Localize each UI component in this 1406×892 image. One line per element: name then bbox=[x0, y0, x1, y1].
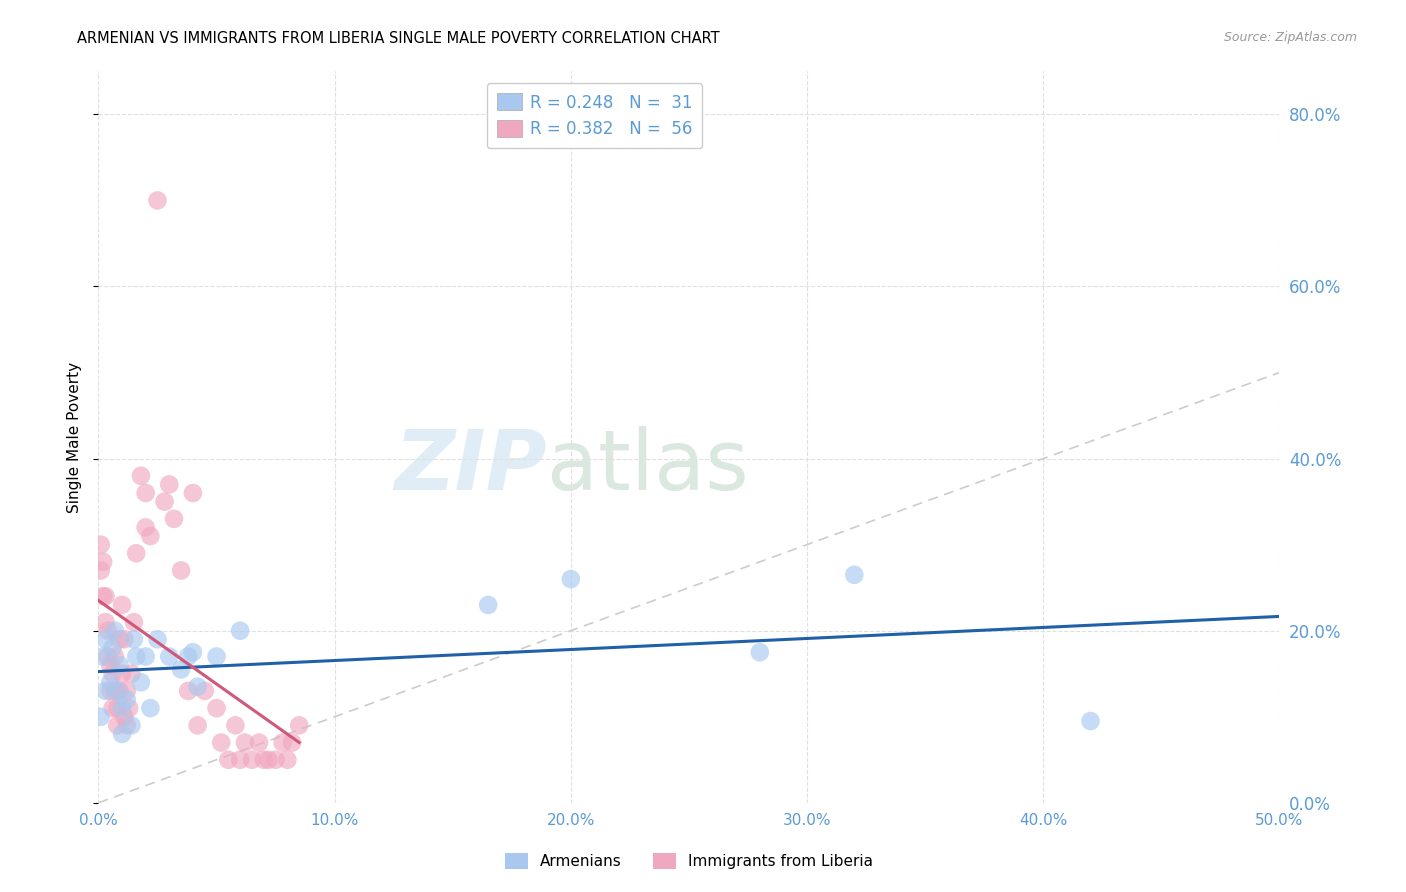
Text: ZIP: ZIP bbox=[395, 425, 547, 507]
Point bbox=[748, 645, 770, 659]
Point bbox=[94, 615, 117, 629]
Point bbox=[181, 645, 204, 659]
Point bbox=[153, 494, 176, 508]
Y-axis label: Single Male Poverty: Single Male Poverty bbox=[67, 361, 83, 513]
Point bbox=[112, 710, 135, 724]
Point bbox=[98, 675, 121, 690]
Point bbox=[97, 649, 120, 664]
Point bbox=[94, 632, 117, 647]
Point bbox=[108, 632, 131, 647]
Point bbox=[129, 675, 152, 690]
Point bbox=[105, 684, 128, 698]
Point bbox=[163, 512, 186, 526]
Point bbox=[112, 632, 135, 647]
Point bbox=[122, 632, 145, 647]
Point bbox=[170, 564, 193, 578]
Text: ARMENIAN VS IMMIGRANTS FROM LIBERIA SINGLE MALE POVERTY CORRELATION CHART: ARMENIAN VS IMMIGRANTS FROM LIBERIA SING… bbox=[77, 31, 720, 46]
Point bbox=[115, 692, 138, 706]
Point bbox=[91, 589, 114, 603]
Point bbox=[94, 684, 117, 698]
Point bbox=[125, 649, 148, 664]
Point bbox=[91, 555, 114, 569]
Point bbox=[240, 753, 263, 767]
Point bbox=[229, 753, 252, 767]
Point bbox=[146, 194, 169, 208]
Point bbox=[111, 666, 134, 681]
Point bbox=[105, 718, 128, 732]
Point bbox=[98, 658, 121, 673]
Point bbox=[104, 624, 127, 638]
Point bbox=[91, 649, 114, 664]
Point bbox=[170, 662, 193, 676]
Point bbox=[257, 753, 280, 767]
Text: Source: ZipAtlas.com: Source: ZipAtlas.com bbox=[1223, 31, 1357, 45]
Point bbox=[90, 710, 112, 724]
Point bbox=[157, 477, 180, 491]
Point bbox=[233, 735, 256, 749]
Point bbox=[122, 615, 145, 629]
Point bbox=[121, 666, 143, 681]
Point bbox=[560, 572, 582, 586]
Point bbox=[98, 684, 121, 698]
Point bbox=[115, 684, 138, 698]
Legend: R = 0.248   N =  31, R = 0.382   N =  56: R = 0.248 N = 31, R = 0.382 N = 56 bbox=[486, 83, 703, 148]
Point bbox=[115, 718, 138, 732]
Point bbox=[264, 753, 287, 767]
Point bbox=[177, 684, 200, 698]
Point bbox=[224, 718, 246, 732]
Point bbox=[101, 701, 124, 715]
Point bbox=[90, 538, 112, 552]
Point bbox=[90, 564, 112, 578]
Point bbox=[247, 735, 270, 749]
Point bbox=[135, 649, 157, 664]
Point bbox=[217, 753, 239, 767]
Point bbox=[288, 718, 311, 732]
Point bbox=[121, 718, 143, 732]
Point bbox=[187, 718, 209, 732]
Point bbox=[139, 529, 162, 543]
Point bbox=[187, 680, 209, 694]
Point bbox=[118, 701, 141, 715]
Point bbox=[135, 486, 157, 500]
Point bbox=[276, 753, 298, 767]
Point bbox=[129, 468, 152, 483]
Point bbox=[194, 684, 217, 698]
Point bbox=[477, 598, 499, 612]
Point bbox=[146, 632, 169, 647]
Point bbox=[101, 666, 124, 681]
Point bbox=[253, 753, 276, 767]
Point bbox=[111, 598, 134, 612]
Point bbox=[157, 649, 180, 664]
Point bbox=[111, 727, 134, 741]
Legend: Armenians, Immigrants from Liberia: Armenians, Immigrants from Liberia bbox=[499, 847, 879, 875]
Point bbox=[209, 735, 232, 749]
Point bbox=[844, 567, 866, 582]
Point bbox=[139, 701, 162, 715]
Point bbox=[105, 701, 128, 715]
Point bbox=[281, 735, 304, 749]
Point bbox=[94, 589, 117, 603]
Point bbox=[104, 649, 127, 664]
Point bbox=[271, 735, 294, 749]
Point bbox=[229, 624, 252, 638]
Point bbox=[181, 486, 204, 500]
Point bbox=[205, 701, 228, 715]
Point bbox=[108, 658, 131, 673]
Point bbox=[111, 701, 134, 715]
Text: atlas: atlas bbox=[547, 425, 749, 507]
Point bbox=[1080, 714, 1102, 728]
Point bbox=[108, 684, 131, 698]
Point bbox=[135, 520, 157, 534]
Point bbox=[104, 684, 127, 698]
Point bbox=[177, 649, 200, 664]
Point bbox=[101, 640, 124, 655]
Point bbox=[205, 649, 228, 664]
Point bbox=[125, 546, 148, 560]
Point bbox=[97, 624, 120, 638]
